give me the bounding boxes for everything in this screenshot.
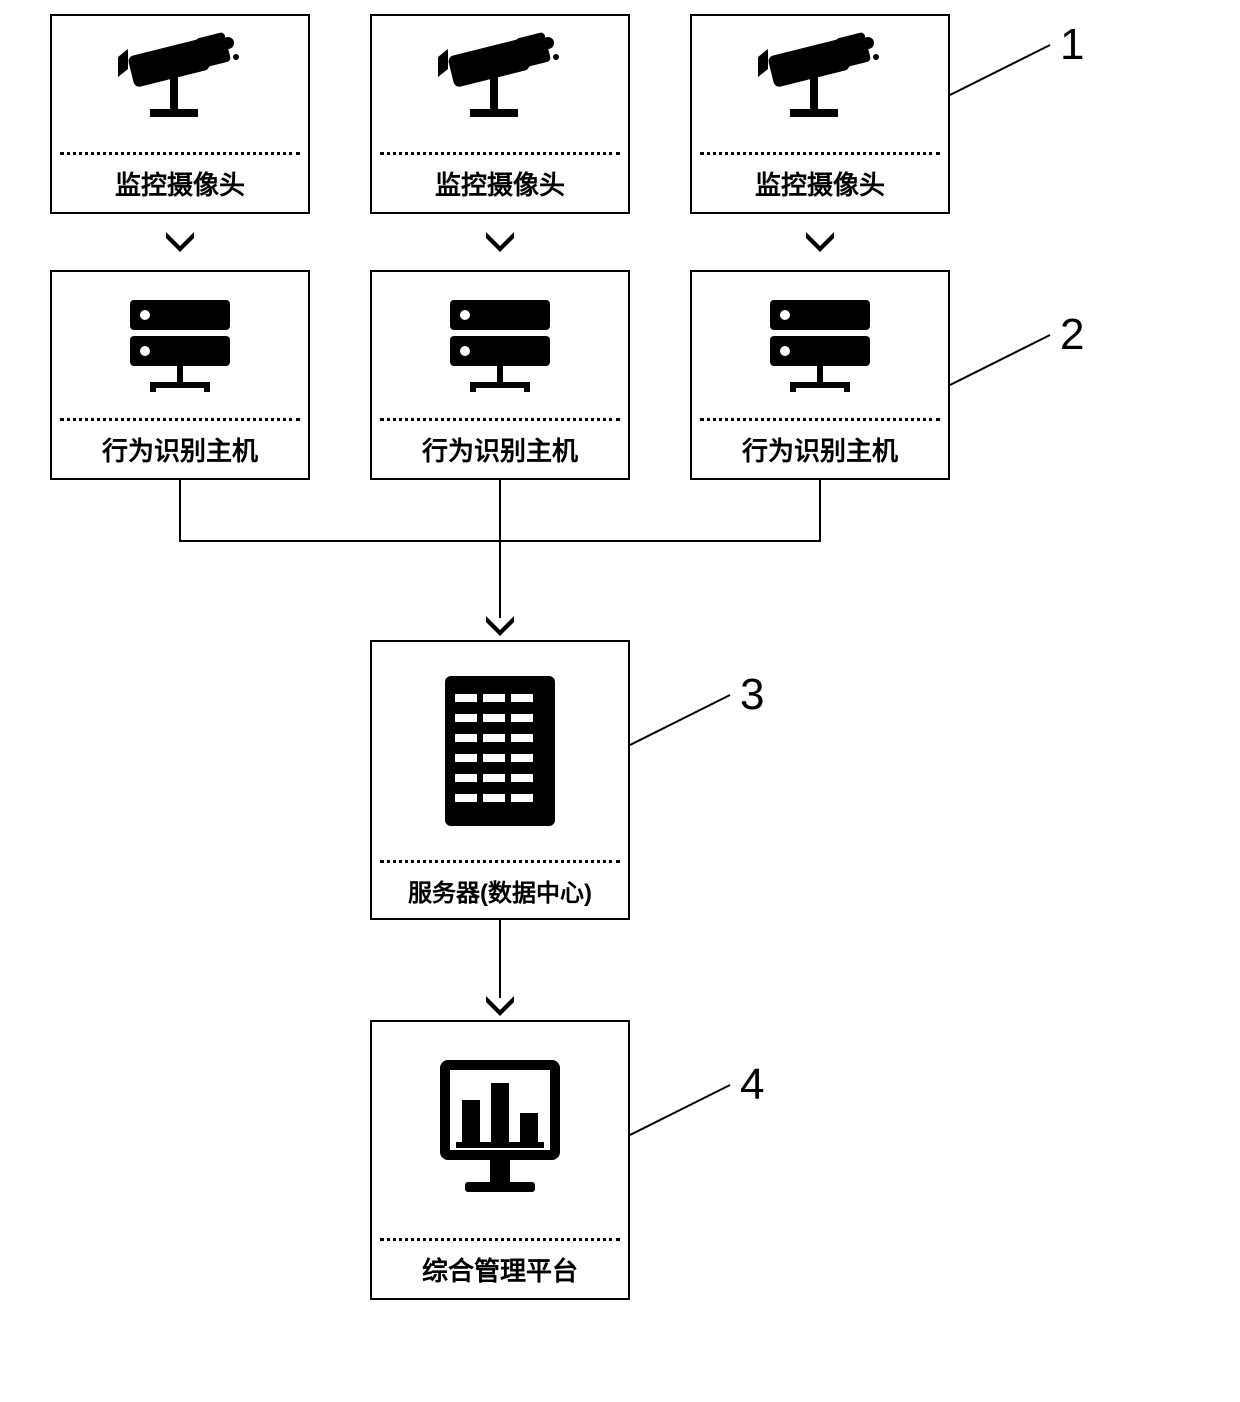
camera-node-3: 监控摄像头 (690, 14, 950, 214)
callout-number: 3 (740, 670, 764, 720)
arrow-down-icon (166, 232, 194, 257)
callout-line (950, 40, 1070, 110)
host-label: 行为识别主机 (52, 421, 308, 478)
camera-node-2: 监控摄像头 (370, 14, 630, 214)
host-icon (52, 272, 308, 418)
camera-node-1: 监控摄像头 (50, 14, 310, 214)
camera-icon (372, 16, 628, 152)
host-label: 行为识别主机 (692, 421, 948, 478)
callout-line (630, 690, 750, 760)
connector-line (819, 480, 821, 540)
camera-icon (52, 16, 308, 152)
arrow-down-icon (806, 232, 834, 257)
connector-line (499, 540, 501, 618)
server-label: 服务器(数据中心) (372, 863, 628, 918)
server-node: 服务器(数据中心) (370, 640, 630, 920)
camera-label: 监控摄像头 (52, 155, 308, 212)
connector-line (499, 920, 501, 998)
camera-label: 监控摄像头 (692, 155, 948, 212)
host-icon (372, 272, 628, 418)
platform-label: 综合管理平台 (372, 1241, 628, 1298)
host-node-3: 行为识别主机 (690, 270, 950, 480)
connector-line (179, 480, 181, 540)
callout-number: 2 (1060, 310, 1084, 360)
platform-node: 综合管理平台 (370, 1020, 630, 1300)
arrow-down-icon (486, 232, 514, 257)
host-label: 行为识别主机 (372, 421, 628, 478)
callout-number: 4 (740, 1060, 764, 1110)
host-node-1: 行为识别主机 (50, 270, 310, 480)
connector-line (499, 480, 501, 540)
callout-line (630, 1080, 750, 1150)
callout-number: 1 (1060, 20, 1084, 70)
arrow-down-icon (486, 996, 514, 1021)
arrow-down-icon (486, 616, 514, 641)
callout-line (950, 330, 1070, 400)
server-icon (372, 642, 628, 860)
host-icon (692, 272, 948, 418)
dashboard-icon (372, 1022, 628, 1238)
camera-icon (692, 16, 948, 152)
camera-label: 监控摄像头 (372, 155, 628, 212)
host-node-2: 行为识别主机 (370, 270, 630, 480)
